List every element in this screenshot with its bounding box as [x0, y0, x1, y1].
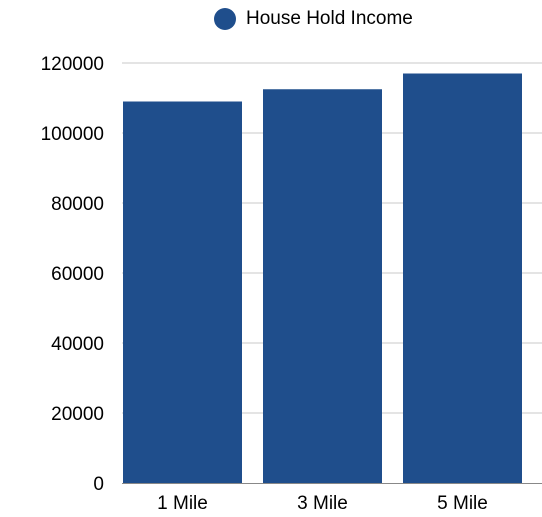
- y-tick-label: 120000: [41, 54, 104, 75]
- legend-label-household-income: House Hold Income: [246, 8, 413, 29]
- chart-legend: House Hold Income: [214, 7, 413, 31]
- legend-swatch-household-income: [214, 8, 236, 30]
- bar-3-mile: [263, 89, 382, 483]
- y-tick-label: 100000: [41, 124, 104, 145]
- x-tick-label: 3 Mile: [297, 493, 348, 514]
- y-tick-label: 0: [93, 474, 104, 495]
- y-tick-label: 20000: [51, 404, 104, 425]
- bar-1-mile: [123, 101, 242, 483]
- bars: [123, 73, 522, 483]
- x-axis-ticks: 1 Mile 3 Mile 5 Mile: [157, 493, 488, 514]
- x-tick-label: 5 Mile: [437, 493, 488, 514]
- y-axis-ticks: 0 20000 40000 60000 80000 100000 120000: [41, 54, 104, 495]
- y-tick-label: 60000: [51, 264, 104, 285]
- x-tick-label: 1 Mile: [157, 493, 208, 514]
- y-tick-label: 80000: [51, 194, 104, 215]
- bar-5-mile: [403, 73, 522, 483]
- y-tick-label: 40000: [51, 334, 104, 355]
